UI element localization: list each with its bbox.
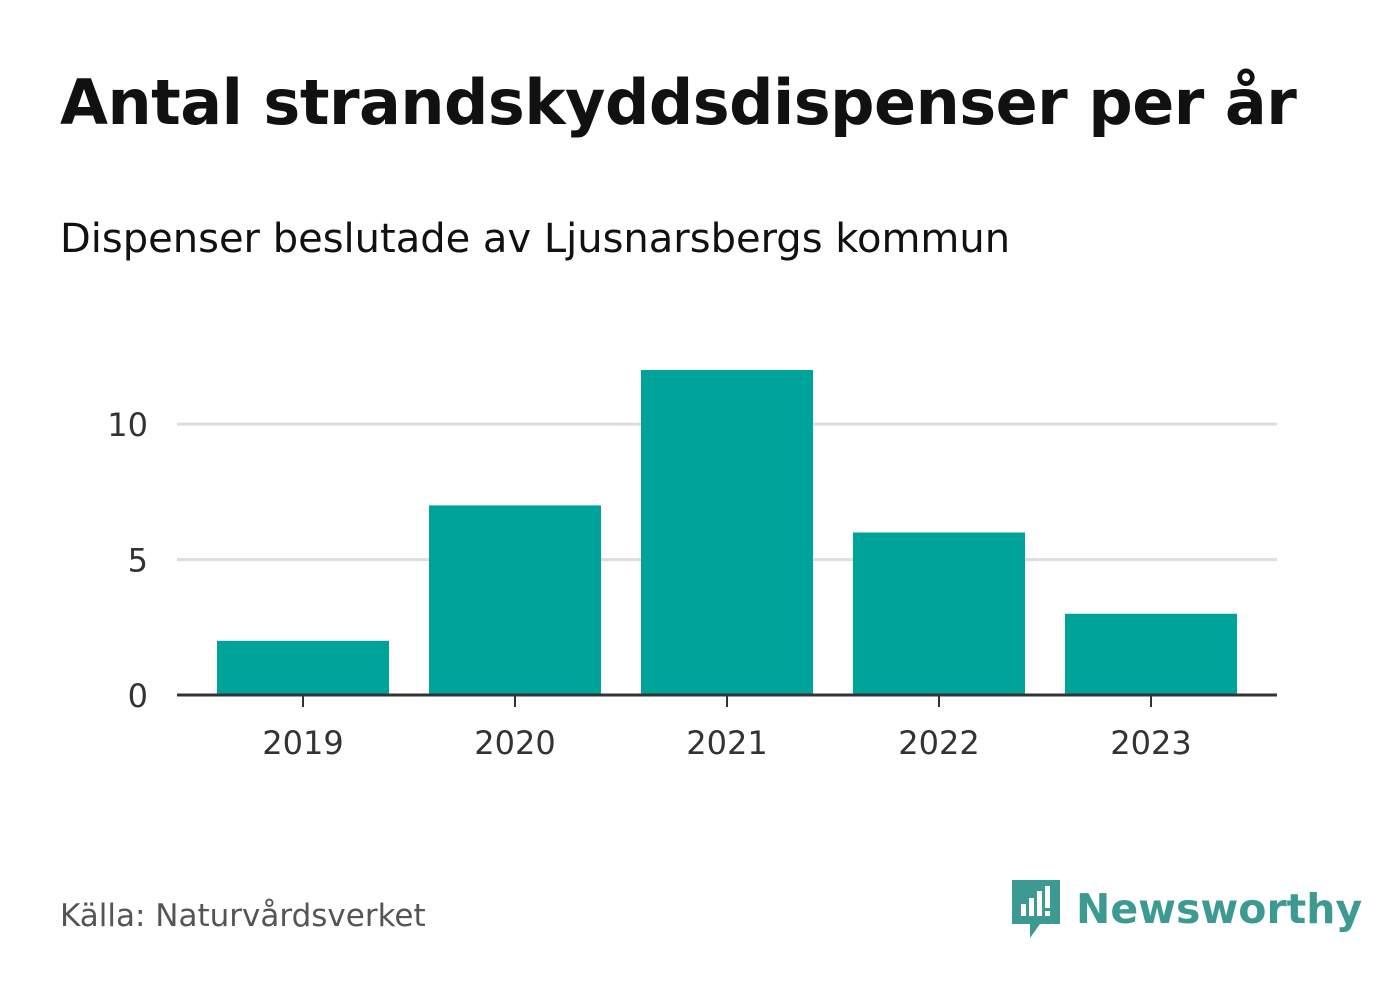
brand: Newsworthy — [1010, 878, 1362, 940]
source-note: Källa: Naturvårdsverket — [60, 898, 426, 934]
bar-2019 — [217, 640, 389, 695]
bar-2020 — [429, 505, 601, 695]
y-tick-label-5: 5 — [128, 542, 148, 580]
bar-2021 — [641, 370, 813, 695]
bar-2023 — [1065, 613, 1237, 695]
x-tick-label-2019: 2019 — [262, 724, 343, 762]
newsworthy-logo-icon — [1012, 880, 1060, 938]
chart-title: Antal strandskyddsdispenser per år — [60, 66, 1297, 139]
y-tick-label-10: 10 — [107, 406, 148, 444]
y-tick-label-0: 0 — [128, 677, 148, 715]
bar-2022 — [853, 532, 1025, 695]
x-tick-label-2021: 2021 — [686, 724, 767, 762]
brand-name: Newsworthy — [1076, 885, 1363, 933]
x-tick-label-2022: 2022 — [898, 724, 979, 762]
x-tick-label-2023: 2023 — [1110, 724, 1191, 762]
x-tick-label-2020: 2020 — [474, 724, 555, 762]
chart-subtitle: Dispenser beslutade av Ljusnarsbergs kom… — [60, 216, 1011, 262]
